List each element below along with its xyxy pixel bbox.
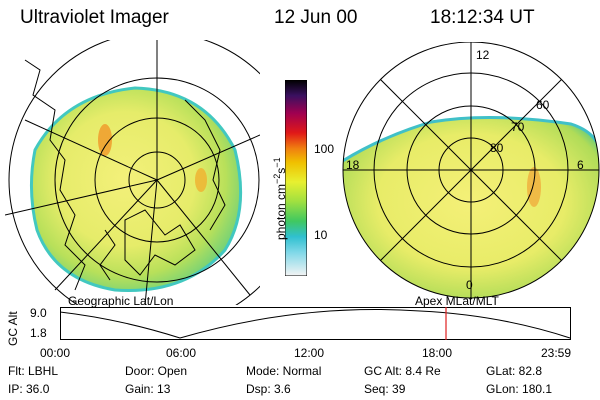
status-door: Door: Open bbox=[125, 364, 188, 378]
timeline-ymin: 1.8 bbox=[30, 326, 47, 340]
mlt-label-18: 18 bbox=[346, 158, 360, 172]
instrument-title: Ultraviolet Imager bbox=[20, 7, 169, 28]
colorbar-tick-100: 100 bbox=[314, 142, 335, 156]
apex-polar-plot bbox=[342, 42, 600, 299]
status-glat: GLat: 82.8 bbox=[486, 364, 543, 378]
status-glon: GLon: 180.1 bbox=[486, 382, 553, 396]
timeline-plot bbox=[60, 307, 571, 340]
colorbar-unit-text: photon cm bbox=[274, 183, 288, 240]
timeline-tick-1800: 18:00 bbox=[422, 346, 453, 360]
mlat-label-70: 70 bbox=[511, 120, 525, 134]
timeline-ylabel: GC Alt bbox=[6, 311, 20, 346]
geographic-image bbox=[5, 40, 260, 305]
date-label: 12 Jun 00 bbox=[274, 7, 358, 28]
mlt-label-0: 0 bbox=[466, 278, 473, 292]
timeline-tick-0600: 06:00 bbox=[166, 346, 197, 360]
timeline-tick-0000: 00:00 bbox=[40, 346, 71, 360]
mlat-label-60: 60 bbox=[536, 98, 550, 112]
mlt-label-12: 12 bbox=[476, 48, 490, 62]
left-panel-caption: Geographic Lat/Lon bbox=[68, 294, 174, 308]
colorbar-unit-exp1: −2 bbox=[272, 173, 282, 184]
status-gc-alt: GC Alt: 8.4 Re bbox=[364, 364, 441, 378]
time-label: 18:12:34 UT bbox=[430, 7, 535, 28]
timeline-tick-2359: 23:59 bbox=[541, 346, 572, 360]
status-seq: Seq: 39 bbox=[364, 382, 406, 396]
colorbar bbox=[285, 80, 307, 276]
timeline-ymax: 9.0 bbox=[30, 306, 47, 320]
colorbar-unit-exp2: −1 bbox=[272, 157, 282, 168]
right-panel-caption: Apex MLat/MLT bbox=[415, 294, 499, 308]
status-dsp: Dsp: 3.6 bbox=[246, 382, 291, 396]
status-mode: Mode: Normal bbox=[246, 364, 322, 378]
mlt-label-6: 6 bbox=[577, 158, 584, 172]
status-ip: IP: 36.0 bbox=[8, 382, 50, 396]
colorbar-unit-label: photon cm−2s−1 bbox=[272, 157, 288, 240]
status-gain: Gain: 13 bbox=[125, 382, 171, 396]
timeline-tick-1200: 12:00 bbox=[294, 346, 325, 360]
status-filter: Flt: LBHL bbox=[8, 364, 59, 378]
colorbar-unit-mid: s bbox=[274, 167, 288, 174]
mlat-label-80: 80 bbox=[490, 141, 504, 155]
colorbar-tick-10: 10 bbox=[314, 228, 328, 242]
